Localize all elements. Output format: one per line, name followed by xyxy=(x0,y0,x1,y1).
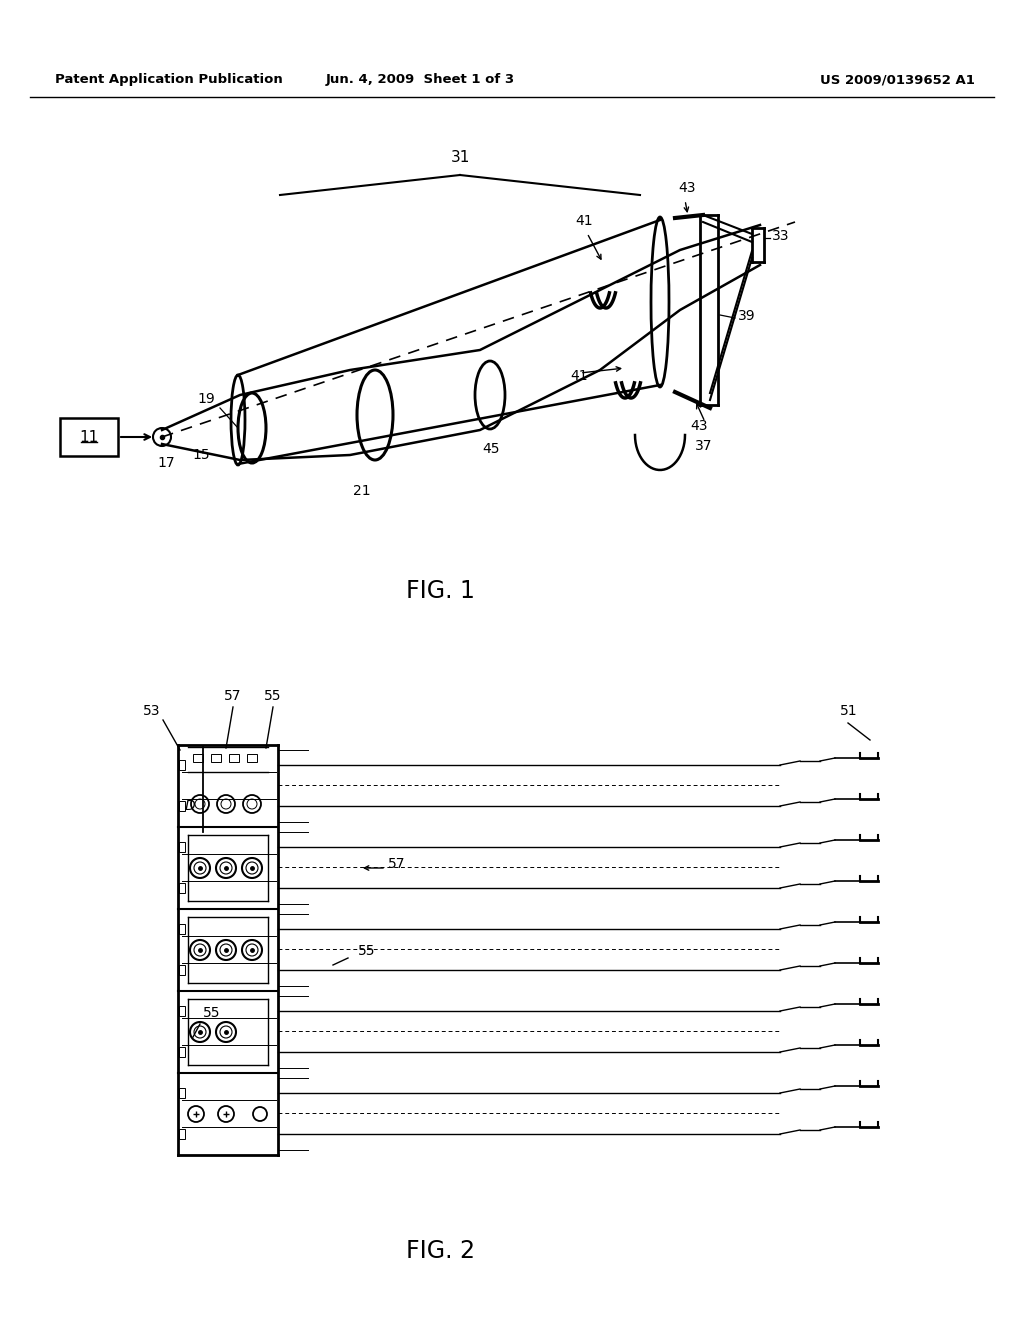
Text: 33: 33 xyxy=(772,228,790,243)
Bar xyxy=(60,418,118,455)
Text: US 2009/0139652 A1: US 2009/0139652 A1 xyxy=(820,74,975,87)
Text: 43: 43 xyxy=(678,181,695,195)
Text: 43: 43 xyxy=(690,418,708,433)
Text: 55: 55 xyxy=(203,1006,220,1020)
Text: 39: 39 xyxy=(738,309,756,323)
Bar xyxy=(179,883,185,894)
Text: FIG. 2: FIG. 2 xyxy=(406,1239,474,1263)
Text: 15: 15 xyxy=(193,447,210,462)
Text: 45: 45 xyxy=(482,442,500,455)
Bar xyxy=(179,1047,185,1057)
Text: 37: 37 xyxy=(695,440,713,453)
Text: 53: 53 xyxy=(143,704,161,718)
Text: D: D xyxy=(184,799,196,813)
Bar xyxy=(179,760,185,770)
Bar xyxy=(179,801,185,810)
Text: 41: 41 xyxy=(570,370,588,383)
Bar xyxy=(179,965,185,975)
Text: Patent Application Publication: Patent Application Publication xyxy=(55,74,283,87)
Text: 31: 31 xyxy=(451,150,470,165)
Bar xyxy=(179,1129,185,1139)
Text: Jun. 4, 2009  Sheet 1 of 3: Jun. 4, 2009 Sheet 1 of 3 xyxy=(326,74,515,87)
Text: FIG. 1: FIG. 1 xyxy=(406,579,474,603)
Text: 57: 57 xyxy=(224,689,242,704)
Text: 11: 11 xyxy=(80,429,98,445)
Text: 55: 55 xyxy=(358,944,376,958)
Bar xyxy=(179,1088,185,1098)
Text: 57: 57 xyxy=(388,857,406,871)
Text: 21: 21 xyxy=(353,484,371,498)
Bar xyxy=(179,1006,185,1016)
Bar xyxy=(179,842,185,851)
Bar xyxy=(211,754,221,762)
Text: 17: 17 xyxy=(157,455,175,470)
Bar xyxy=(247,754,257,762)
Text: 19: 19 xyxy=(197,392,215,407)
Text: 51: 51 xyxy=(840,704,858,718)
Text: 55: 55 xyxy=(264,689,282,704)
Bar xyxy=(229,754,239,762)
Text: 41: 41 xyxy=(575,214,593,228)
Bar xyxy=(193,754,203,762)
Bar xyxy=(179,924,185,935)
